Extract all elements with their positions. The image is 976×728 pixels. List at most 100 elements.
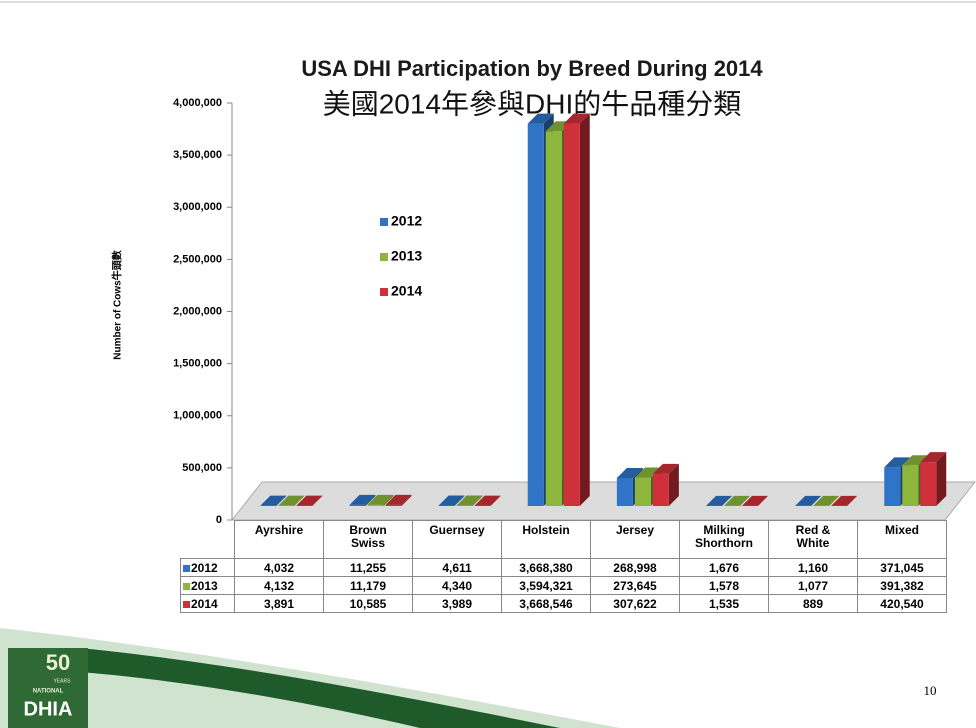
table-row: 2014 3,891 10,585 3,989 3,668,546 307,622 1,53… — [180, 594, 947, 613]
category-cell: Red & White — [768, 520, 858, 559]
value-cell: 420,540 — [857, 594, 947, 613]
bar-top — [385, 494, 412, 505]
bar-front — [920, 462, 937, 506]
y-tick-label: 3,500,000 — [173, 149, 222, 161]
series-cell: 2014 — [180, 594, 235, 613]
bar-side — [847, 495, 858, 506]
value-cell: 4,340 — [412, 576, 502, 595]
value-cell: 1,578 — [679, 576, 769, 595]
bar — [813, 495, 840, 506]
legend-key — [183, 600, 190, 608]
bar — [278, 495, 305, 506]
table-row: 2012 4,032 11,255 4,611 3,668,380 268,998 1,67… — [180, 558, 947, 577]
bar — [385, 494, 412, 506]
bar-top — [616, 467, 643, 478]
bar-top — [278, 495, 305, 506]
bar — [795, 495, 822, 506]
y-tick-label: 0 — [216, 514, 222, 526]
bar-side — [811, 495, 822, 506]
bar — [831, 495, 858, 506]
bar-top — [705, 495, 732, 506]
category-label: Guernsey — [429, 523, 485, 537]
bar-front — [652, 473, 669, 506]
bar — [474, 495, 501, 506]
category-cell: Ayrshire — [234, 520, 324, 559]
value-cell: 11,179 — [323, 576, 413, 595]
legend-label: 2014 — [391, 283, 422, 299]
value-cell: 3,594,321 — [501, 576, 591, 595]
data-table: Ayrshire Brown Swiss Guernsey Holstein Jerse… — [180, 520, 947, 613]
value-cell: 3,668,380 — [501, 558, 591, 577]
logo-number: 50 — [46, 650, 70, 675]
bar-top — [527, 113, 554, 124]
category-cell: Jersey — [590, 520, 680, 559]
bar-front — [367, 504, 384, 506]
bar-side — [294, 495, 305, 506]
category-label: Brown Swiss — [349, 523, 387, 550]
bar-top — [296, 495, 323, 506]
legend-label: 2012 — [391, 213, 422, 229]
bar — [438, 495, 465, 506]
bar — [456, 495, 483, 506]
y-tick-label: 2,000,000 — [173, 305, 222, 317]
bar-front — [902, 465, 919, 506]
bar-front — [349, 504, 366, 506]
bar-front — [545, 131, 562, 506]
legend-swatch — [380, 253, 388, 261]
category-label: Holstein — [522, 523, 570, 537]
bar-top — [367, 494, 394, 505]
value-cell: 11,255 — [323, 558, 413, 577]
bar-side — [757, 495, 768, 506]
bar-side — [312, 495, 323, 506]
series-label: 2013 — [191, 578, 218, 593]
bar-side — [668, 463, 679, 506]
category-label: Jersey — [615, 523, 655, 537]
bar-top — [920, 452, 947, 463]
bar-top — [723, 495, 750, 506]
category-cell: Mixed — [857, 520, 947, 559]
category-cell: Milking Shorthorn — [679, 520, 769, 559]
bar-front — [634, 477, 651, 506]
bar-side — [739, 495, 750, 506]
y-tick-label: 3,000,000 — [173, 201, 222, 213]
y-tick-label: 1,000,000 — [173, 410, 222, 422]
series-label: 2012 — [191, 560, 218, 575]
logo-national: NATIONAL — [33, 689, 64, 695]
chart-subtitle: 美國2014年參與DHI的牛品種分類 — [323, 88, 742, 119]
bar-front — [884, 467, 901, 506]
table-header-row: Ayrshire Brown Swiss Guernsey Holstein Jerse… — [181, 520, 947, 559]
bar-top — [652, 463, 679, 474]
category-cell: Brown Swiss — [323, 520, 413, 559]
table-row: 2013 4,132 11,179 4,340 3,594,321 273,645 1,57… — [180, 576, 947, 595]
bar — [723, 495, 750, 506]
logo-years: YEARS — [54, 678, 72, 684]
legend-swatch — [380, 288, 388, 296]
bar-side — [472, 495, 483, 506]
bar-side — [365, 494, 376, 506]
bar — [349, 494, 376, 506]
category-label: Milking Shorthorn — [695, 523, 753, 550]
bar-top — [741, 495, 768, 506]
logo-bg — [8, 648, 88, 728]
category-cell: Guernsey — [412, 520, 502, 559]
bar-top — [474, 495, 501, 506]
value-cell: 3,989 — [412, 594, 502, 613]
series-cell: 2012 — [180, 558, 235, 577]
legend-swatch — [380, 218, 388, 226]
y-tick-label: 4,000,000 — [173, 97, 222, 109]
bar-top — [813, 495, 840, 506]
corner — [181, 521, 235, 559]
value-cell: 4,132 — [234, 576, 324, 595]
swoosh-light — [0, 628, 620, 728]
bar-side — [936, 452, 947, 506]
category-label: Mixed — [884, 523, 919, 537]
value-cell: 889 — [768, 594, 858, 613]
bar-side — [383, 494, 394, 506]
bar — [652, 463, 679, 506]
bar — [705, 495, 732, 506]
legend-key — [183, 564, 190, 572]
value-cell: 391,382 — [857, 576, 947, 595]
bar-front — [563, 123, 580, 506]
